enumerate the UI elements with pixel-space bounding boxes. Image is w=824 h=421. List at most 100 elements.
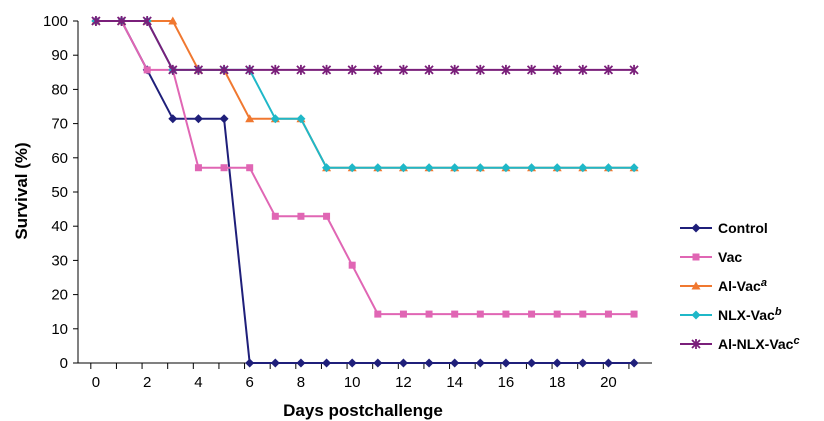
y-axis-ticks: 0 10 20 30 40 50 60 70 80 90 100 (43, 13, 78, 372)
data-point (475, 163, 485, 173)
x-tick-label: 20 (600, 374, 617, 391)
x-tick-label: 10 (344, 374, 361, 391)
data-point (450, 64, 460, 75)
data-point (399, 310, 407, 318)
data-point (604, 310, 612, 318)
data-point (168, 16, 178, 25)
y-tick-label: 80 (51, 81, 68, 98)
data-point (398, 163, 408, 173)
legend-marker (691, 223, 701, 233)
legend-label: NLX-Vacb (718, 306, 782, 323)
y-tick-label: 30 (51, 252, 68, 269)
data-point (220, 164, 228, 172)
x-tick-label: 14 (446, 374, 463, 391)
data-point (603, 64, 614, 75)
data-point (451, 310, 459, 318)
y-tick-label: 90 (51, 47, 68, 64)
y-tick-label: 40 (51, 218, 68, 235)
series-nlx-vac (91, 16, 639, 173)
data-point (552, 163, 562, 173)
data-point (373, 358, 383, 368)
data-point (603, 163, 613, 173)
series-line (95, 20, 635, 169)
data-point (270, 358, 280, 368)
data-point (245, 358, 255, 368)
data-point (475, 358, 485, 368)
data-point (629, 64, 639, 75)
series-line (95, 20, 635, 169)
y-tick-label: 100 (43, 13, 68, 30)
legend-superscript: b (775, 306, 782, 318)
data-point (323, 212, 331, 220)
data-point (501, 64, 511, 75)
y-tick-label: 10 (51, 321, 68, 338)
data-point (296, 64, 306, 75)
data-point (168, 114, 178, 124)
y-axis-title: Survival (%) (12, 142, 31, 239)
data-point (424, 163, 434, 173)
data-point (374, 310, 382, 318)
data-point (373, 64, 383, 75)
data-point (246, 164, 254, 172)
data-point (424, 64, 434, 75)
data-point (91, 16, 101, 26)
data-point (425, 310, 433, 318)
data-point (271, 212, 279, 220)
y-tick-label: 20 (51, 287, 68, 304)
series-al-nlx-vac (91, 16, 639, 75)
series-al-vac (91, 16, 639, 172)
data-point (501, 358, 511, 368)
data-point (450, 358, 460, 368)
data-point (553, 310, 561, 318)
data-point (321, 64, 332, 75)
data-point (552, 64, 562, 75)
legend-label: Vac (718, 249, 742, 265)
legend-marker (691, 339, 701, 349)
x-tick-label: 12 (395, 374, 412, 391)
data-point (629, 163, 639, 173)
data-point (219, 114, 229, 124)
data-point (296, 358, 306, 368)
legend-item: NLX-Vacb (680, 306, 782, 323)
data-point (348, 261, 356, 269)
series-layer (91, 16, 639, 368)
series-line (95, 20, 635, 71)
data-point (193, 114, 203, 124)
series-line (95, 20, 635, 364)
data-point (527, 163, 537, 173)
data-point (168, 64, 178, 75)
legend-superscript: c (793, 335, 799, 347)
data-point (347, 163, 357, 173)
data-point (501, 163, 511, 173)
data-point (424, 358, 434, 368)
legend-item: Al-NLX-Vacc (680, 335, 800, 352)
data-point (116, 16, 127, 26)
data-point (322, 163, 332, 173)
data-point (630, 310, 638, 318)
data-point (398, 358, 408, 368)
data-point (552, 358, 562, 368)
data-point (245, 114, 255, 123)
axes: 0 10 20 30 40 50 60 70 80 90 100 0 2 4 6 8 10 12 14 16 18 20 (43, 13, 652, 391)
data-point (476, 310, 484, 318)
data-point (347, 358, 357, 368)
data-point (603, 358, 613, 368)
data-point (528, 310, 536, 318)
data-point (578, 358, 588, 368)
data-point (578, 163, 588, 173)
x-tick-label: 16 (498, 374, 515, 391)
data-point (219, 64, 229, 75)
data-point (193, 64, 204, 75)
data-point (450, 163, 460, 173)
x-tick-label: 8 (297, 374, 305, 391)
data-point (475, 64, 485, 75)
legend-superscript: a (761, 277, 767, 289)
legend-item: Al-Vaca (680, 277, 767, 294)
x-tick-label: 2 (143, 374, 151, 391)
data-point (578, 64, 588, 75)
data-point (579, 310, 587, 318)
series-line (95, 20, 635, 316)
legend: Control Vac Al-Vaca NLX-Vacb Al-NLX-Vacc (680, 220, 800, 352)
y-tick-label: 50 (51, 184, 68, 201)
